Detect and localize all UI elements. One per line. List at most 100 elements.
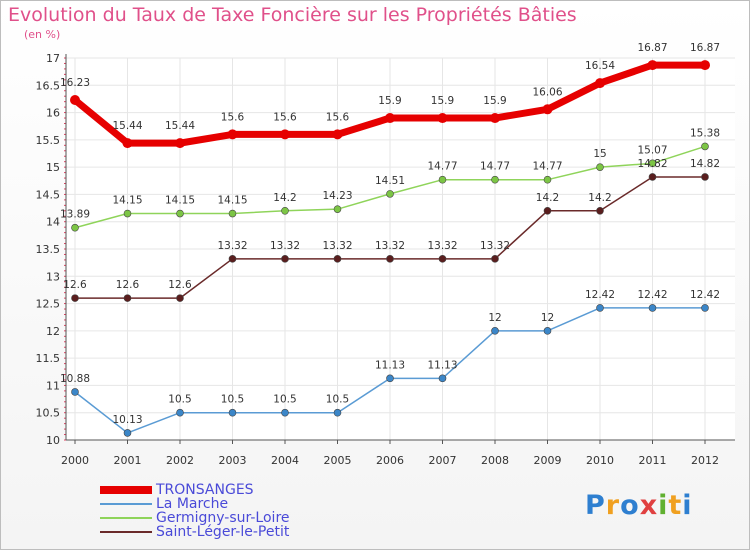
y-tick-label: 13 — [46, 270, 60, 283]
series-tronsanges-data-label: 15.9 — [378, 95, 401, 107]
series-la-marche-data-label: 12.42 — [585, 289, 615, 301]
series-saint-leger-data-label: 13.32 — [217, 240, 247, 252]
y-tick-label: 10.5 — [36, 407, 61, 420]
series-germigny-point — [386, 190, 394, 198]
series-la-marche-point — [281, 408, 289, 417]
series-tronsanges-point — [280, 129, 290, 140]
logo-letter: P — [585, 490, 606, 521]
series-germigny-data-label: 15.38 — [690, 127, 720, 139]
series-saint-leger-data-label: 14.2 — [536, 192, 559, 204]
series-tronsanges-point — [647, 60, 658, 71]
series-la-marche-point — [438, 374, 447, 383]
x-tick-label: 2009 — [534, 454, 562, 467]
series-tronsanges-data-label: 15.6 — [221, 111, 245, 123]
series-tronsanges-data-label: 16.87 — [690, 42, 720, 54]
series-saint-leger-point — [701, 173, 709, 181]
series-saint-leger-data-label: 12.6 — [116, 279, 140, 291]
series-tronsanges-data-label: 15.6 — [326, 111, 350, 123]
series-germigny-point — [648, 159, 657, 168]
series-saint-leger-point — [491, 255, 499, 263]
series-tronsanges-point — [437, 113, 448, 124]
series-la-marche-point — [648, 304, 657, 312]
logo-letter: o — [620, 490, 640, 521]
legend-label: La Marche — [156, 496, 229, 512]
x-tick-label: 2012 — [691, 454, 719, 467]
series-tronsanges-point — [595, 78, 605, 89]
legend-item-la-marche: La Marche — [100, 497, 290, 511]
series-tronsanges-data-label: 16.87 — [637, 42, 667, 54]
y-tick-label: 17 — [46, 52, 60, 65]
series-saint-leger-point — [386, 255, 394, 263]
x-tick-label: 2000 — [61, 454, 89, 467]
series-germigny-point — [123, 209, 132, 218]
series-tronsanges-point — [175, 138, 185, 149]
series-germigny-point — [596, 163, 604, 171]
logo-letter: t — [668, 490, 683, 521]
series-la-marche-data-label: 10.88 — [60, 373, 90, 385]
series-germigny-data-label: 14.77 — [480, 161, 510, 173]
series-tronsanges-data-label: 15.6 — [273, 111, 297, 123]
legend-swatch — [100, 486, 152, 494]
series-germigny-data-label: 14.23 — [322, 190, 352, 202]
series-germigny-point — [228, 209, 237, 218]
y-tick-label: 16 — [46, 107, 60, 120]
series-la-marche-point — [386, 374, 394, 383]
series-la-marche-point — [701, 304, 709, 312]
legend-item-germigny: Germigny-sur-Loire — [100, 511, 290, 525]
legend-swatch — [100, 531, 152, 533]
series-tronsanges-data-label: 16.06 — [532, 86, 562, 98]
x-tick-label: 2001 — [114, 454, 142, 467]
series-germigny-data-label: 14.15 — [165, 195, 195, 207]
series-la-marche-point — [71, 388, 79, 396]
series-saint-leger-data-label: 13.32 — [270, 240, 300, 252]
x-tick-label: 2008 — [481, 454, 509, 467]
series-saint-leger-point — [438, 255, 447, 263]
legend: TRONSANGES La Marche Germigny-sur-Loire … — [100, 483, 290, 539]
x-tick-label: 2005 — [324, 454, 352, 467]
y-tick-label: 11.5 — [36, 352, 61, 365]
x-tick-label: 2004 — [271, 454, 299, 467]
y-tick-label: 15.5 — [36, 134, 61, 147]
series-tronsanges-data-label: 15.44 — [165, 120, 195, 132]
series-saint-leger-data-label: 13.32 — [427, 240, 457, 252]
series-tronsanges-point — [70, 95, 80, 106]
series-tronsanges-point — [700, 60, 710, 71]
y-tick-label: 15 — [46, 161, 60, 174]
x-tick-label: 2003 — [219, 454, 247, 467]
legend-label: TRONSANGES — [156, 482, 254, 498]
series-germigny-data-label: 15.07 — [637, 144, 667, 156]
series-la-marche-point — [491, 327, 499, 335]
series-tronsanges-data-label: 15.9 — [431, 95, 454, 107]
series-saint-leger-point — [228, 255, 237, 263]
series-saint-leger-point — [281, 255, 289, 263]
x-tick-label: 2002 — [166, 454, 194, 467]
y-tick-label: 14.5 — [36, 188, 61, 201]
series-la-marche-point — [596, 304, 604, 312]
series-germigny-point — [491, 175, 499, 184]
y-tick-label: 14 — [46, 216, 60, 229]
series-tronsanges-point — [542, 104, 553, 115]
series-tronsanges-data-label: 16.23 — [60, 77, 90, 89]
y-tick-label: 16.5 — [36, 79, 61, 92]
x-tick-label: 2006 — [376, 454, 404, 467]
series-la-marche-data-label: 10.5 — [168, 394, 191, 406]
series-germigny-data-label: 14.51 — [375, 175, 405, 187]
series-la-marche-data-label: 11.13 — [375, 359, 405, 371]
series-la-marche-data-label: 10.5 — [221, 394, 244, 406]
series-germigny-data-label: 14.15 — [112, 195, 142, 207]
series-saint-leger-point — [596, 207, 604, 215]
x-tick-label: 2011 — [639, 454, 667, 467]
x-tick-label: 2007 — [429, 454, 457, 467]
series-la-marche-data-label: 12 — [488, 312, 501, 324]
series-germigny-data-label: 14.2 — [273, 192, 296, 204]
legend-swatch — [100, 503, 152, 505]
series-germigny-point — [438, 175, 447, 184]
series-la-marche-point — [543, 327, 552, 335]
series-germigny-data-label: 14.15 — [217, 195, 247, 207]
series-germigny-data-label: 13.89 — [60, 209, 90, 221]
y-tick-label: 13.5 — [36, 243, 61, 256]
series-germigny-data-label: 14.77 — [427, 161, 457, 173]
legend-item-saint-leger: Saint-Léger-le-Petit — [100, 525, 290, 539]
logo-letter: i — [682, 490, 693, 521]
